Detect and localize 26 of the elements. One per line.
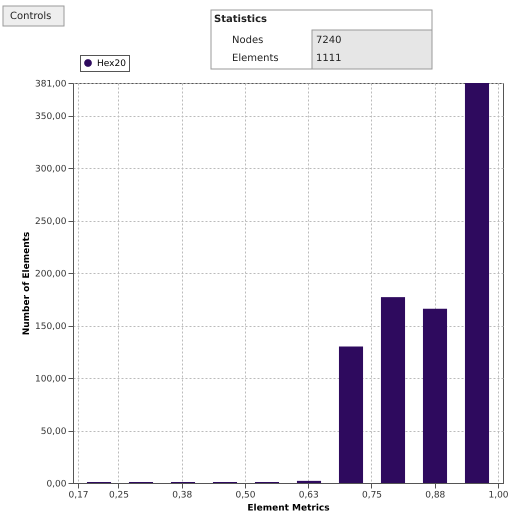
x-tick-label: 0,75	[362, 490, 382, 500]
y-tick-label: 381,00	[35, 80, 67, 90]
y-tick-label: 250,00	[35, 217, 67, 228]
x-axis-title: Element Metrics	[247, 504, 330, 514]
y-tick-label: 300,00	[35, 164, 67, 175]
y-tick-label: 200,00	[35, 270, 67, 280]
y-tick-label: 100,00	[35, 374, 67, 385]
y-tick-label: 0,00	[46, 480, 67, 490]
y-tick-label: 50,00	[40, 427, 67, 438]
x-tick-label: 0,25	[108, 490, 130, 500]
y-axis-title: Number of Elements	[22, 232, 32, 336]
x-tick-label: 0,88	[425, 490, 446, 500]
y-tick-label: 350,00	[35, 112, 67, 122]
x-tick-label: 0,63	[298, 490, 319, 500]
text: Controls	[10, 11, 52, 22]
x-tick-label: 0,38	[172, 490, 193, 500]
text: Statistics	[214, 14, 268, 25]
text: 7240	[316, 35, 342, 46]
x-tick-label: 0,17	[68, 490, 89, 500]
text: Nodes	[232, 35, 264, 46]
x-tick-label: 1,00	[488, 490, 509, 500]
x-tick-label: 0,50	[235, 490, 256, 500]
text: Elements	[232, 53, 279, 64]
legend-label: Hex20	[97, 59, 126, 69]
y-tick-label: 150,00	[35, 322, 67, 332]
text: 1111	[316, 53, 342, 64]
